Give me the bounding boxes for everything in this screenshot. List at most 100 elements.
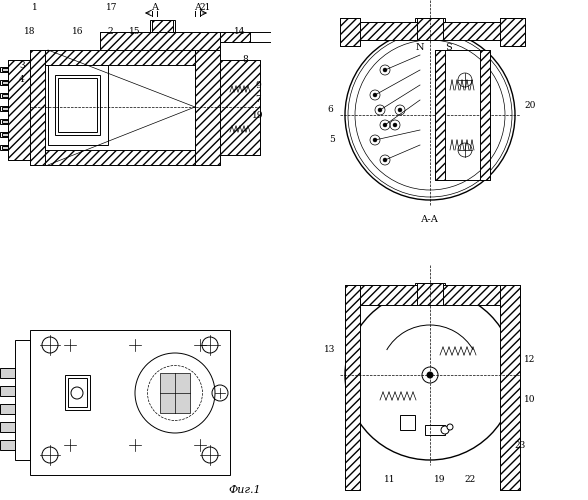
Text: 6: 6 <box>327 106 333 114</box>
Circle shape <box>345 30 515 200</box>
Bar <box>228 113 252 137</box>
Bar <box>0 119 8 124</box>
Bar <box>0 368 15 378</box>
Bar <box>100 32 220 50</box>
Bar <box>48 65 108 145</box>
Bar <box>228 73 252 97</box>
Bar <box>0 386 15 396</box>
Text: A: A <box>152 4 159 13</box>
Bar <box>340 18 360 46</box>
Bar <box>417 18 443 40</box>
Bar <box>0 106 8 111</box>
Bar <box>400 415 415 430</box>
Text: 17: 17 <box>106 2 118 12</box>
Text: 8: 8 <box>242 56 248 64</box>
Bar <box>415 283 445 305</box>
Bar <box>435 50 490 180</box>
Circle shape <box>427 290 433 296</box>
Ellipse shape <box>148 366 202 420</box>
Bar <box>360 285 500 305</box>
Polygon shape <box>160 373 190 413</box>
Text: 13: 13 <box>325 346 336 354</box>
Bar <box>340 18 360 46</box>
Text: 9: 9 <box>255 80 261 90</box>
Circle shape <box>383 68 387 72</box>
Bar <box>30 150 195 165</box>
Circle shape <box>345 290 515 460</box>
Bar <box>65 375 90 410</box>
Circle shape <box>373 138 377 142</box>
Text: 21: 21 <box>199 4 211 13</box>
Bar <box>2 107 20 110</box>
Bar <box>100 32 220 50</box>
Bar <box>2 133 20 136</box>
Bar <box>30 50 195 165</box>
Bar <box>435 50 445 180</box>
Bar <box>360 285 500 305</box>
Text: 5: 5 <box>329 136 335 144</box>
Text: 12: 12 <box>524 356 536 364</box>
Bar <box>150 20 175 32</box>
Circle shape <box>373 93 377 97</box>
Text: 1: 1 <box>32 2 38 12</box>
Bar <box>2 120 20 123</box>
Bar <box>152 20 173 32</box>
Bar <box>425 425 445 435</box>
Bar <box>2 81 20 84</box>
Bar <box>30 50 195 65</box>
Bar <box>220 32 250 42</box>
Bar <box>68 378 87 407</box>
Text: 16: 16 <box>72 28 83 36</box>
Bar <box>30 50 45 165</box>
Bar <box>58 78 97 132</box>
Bar <box>500 18 525 46</box>
Bar <box>415 18 445 40</box>
Bar <box>417 283 443 305</box>
Text: 2: 2 <box>107 28 113 36</box>
Text: 20: 20 <box>524 100 536 110</box>
Text: Фиг.1: Фиг.1 <box>229 485 261 495</box>
Circle shape <box>441 426 449 434</box>
Text: 15: 15 <box>129 28 141 36</box>
Bar <box>0 440 15 450</box>
Text: 4: 4 <box>19 76 25 84</box>
Bar <box>195 50 220 165</box>
Bar <box>30 330 230 475</box>
Text: 11: 11 <box>384 476 396 484</box>
Bar <box>220 32 250 42</box>
Bar <box>8 60 30 160</box>
Bar <box>500 285 520 490</box>
Bar <box>345 285 360 490</box>
Bar <box>225 70 255 100</box>
Bar <box>360 22 500 40</box>
Text: N: N <box>416 42 425 51</box>
Text: A: A <box>195 4 202 13</box>
Text: 19: 19 <box>435 476 446 484</box>
Bar <box>0 67 8 72</box>
Bar <box>15 340 30 460</box>
Circle shape <box>355 40 505 190</box>
Text: S: S <box>445 42 452 51</box>
Bar <box>345 285 360 490</box>
Text: 3: 3 <box>19 60 25 70</box>
Circle shape <box>383 158 387 162</box>
Text: 14: 14 <box>234 28 246 36</box>
Bar <box>0 93 8 98</box>
Bar <box>55 75 100 135</box>
Bar <box>220 60 260 155</box>
Bar <box>2 146 20 149</box>
Circle shape <box>427 372 433 378</box>
Bar <box>2 94 20 97</box>
Bar <box>8 60 30 160</box>
Bar <box>0 404 15 414</box>
Text: 10: 10 <box>524 396 536 404</box>
Circle shape <box>383 123 387 127</box>
Bar <box>0 422 15 432</box>
Bar <box>220 60 260 155</box>
Bar <box>360 22 500 40</box>
Bar <box>500 285 520 490</box>
Circle shape <box>393 123 397 127</box>
Circle shape <box>398 108 402 112</box>
Bar <box>0 80 8 85</box>
Circle shape <box>378 108 382 112</box>
